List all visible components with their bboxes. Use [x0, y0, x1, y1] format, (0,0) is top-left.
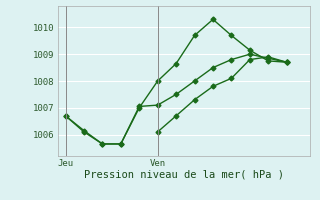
X-axis label: Pression niveau de la mer( hPa ): Pression niveau de la mer( hPa )	[84, 169, 284, 179]
